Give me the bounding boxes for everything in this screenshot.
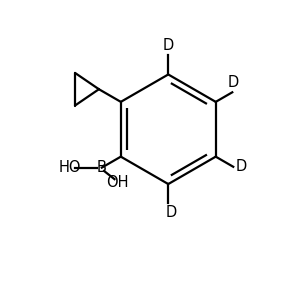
Text: OH: OH xyxy=(106,175,128,190)
Text: HO: HO xyxy=(58,160,81,175)
Text: D: D xyxy=(166,205,177,219)
Text: D: D xyxy=(163,38,174,53)
Text: D: D xyxy=(228,75,239,90)
Text: D: D xyxy=(236,159,247,174)
Text: B: B xyxy=(97,160,107,175)
